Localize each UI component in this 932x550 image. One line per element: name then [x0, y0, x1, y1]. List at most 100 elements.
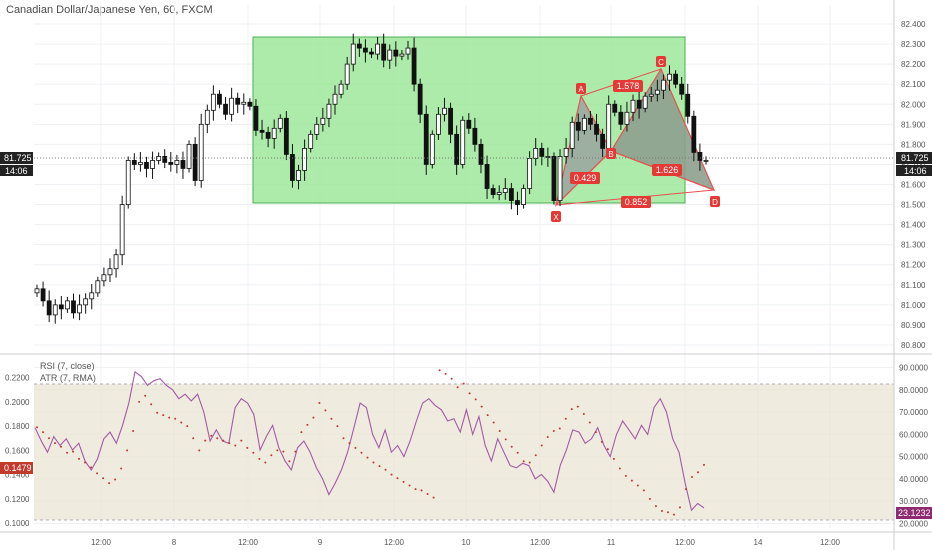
- atr-dot: [300, 431, 303, 434]
- candle-body: [442, 107, 447, 115]
- pattern-point-label: D: [712, 198, 718, 207]
- candle-body: [703, 160, 709, 162]
- candle-body: [107, 268, 113, 276]
- pattern-ratio-label: 1.626: [656, 165, 679, 175]
- atr-dot: [630, 479, 633, 482]
- candle-body: [478, 143, 484, 165]
- pattern-point-label: C: [658, 58, 664, 67]
- candle-body: [381, 43, 387, 61]
- candle-body: [119, 204, 125, 256]
- price-tick-label: 81.100: [901, 281, 926, 290]
- atr-dot: [204, 439, 207, 442]
- rsi-axis[interactable]: 90.0000 80.0000 70.0000 60.0000 50.0000 40.00…: [899, 363, 928, 528]
- atr-dot: [84, 461, 87, 464]
- time-tick-label: 12:00: [384, 538, 405, 547]
- candle-body: [180, 160, 186, 169]
- last-price-badge-right: 81.725 14:06: [896, 152, 932, 176]
- candle-body: [508, 188, 514, 201]
- time-tick-label: 8: [172, 538, 177, 547]
- rsi-tick-label: 30.0000: [899, 497, 928, 506]
- atr-dot: [180, 421, 183, 424]
- price-tick-label: 81.500: [901, 201, 926, 210]
- candle-body: [606, 103, 612, 149]
- atr-dot: [90, 466, 93, 469]
- candle-body: [387, 49, 393, 61]
- candle-body: [71, 300, 76, 314]
- candle-body: [594, 123, 599, 135]
- atr-dot: [438, 369, 441, 372]
- candle-body: [490, 188, 496, 195]
- atr-dot: [534, 454, 537, 457]
- atr-dot: [108, 482, 111, 485]
- time-tick-label: 12:00: [238, 538, 259, 547]
- atr-dot: [366, 456, 369, 459]
- candle-body: [52, 304, 58, 316]
- candle-body: [502, 188, 508, 193]
- price-gridlines: [34, 23, 894, 346]
- price-tick-label: 80.800: [901, 341, 926, 350]
- atr-axis[interactable]: 0.2200 0.2000 0.1800 0.1600 0.1400 0.1200 0.10…: [5, 374, 30, 529]
- candle-body: [588, 117, 593, 125]
- candle-body: [624, 111, 630, 125]
- atr-dot: [330, 417, 333, 420]
- time-tick-label: 9: [318, 538, 323, 547]
- candle-body: [429, 133, 435, 165]
- atr-dot: [486, 414, 489, 417]
- price-axis[interactable]: 82.400 82.300 82.200 82.100 82.000 81.900 81.8…: [901, 20, 926, 350]
- atr-tick-label: 0.1600: [5, 446, 30, 455]
- candle-body: [241, 101, 247, 105]
- atr-dot: [672, 513, 675, 516]
- atr-dot: [258, 457, 261, 460]
- candle-body: [186, 143, 192, 169]
- candle-body: [204, 109, 210, 125]
- candle-body: [113, 254, 119, 270]
- atr-dot: [72, 450, 75, 453]
- candle-body: [423, 113, 429, 165]
- time-axis[interactable]: 12:00 8 12:00 9 12:00 10 12:00 11 12:00 14 12:00: [91, 538, 841, 547]
- atr-dot: [648, 497, 651, 500]
- price-tick-label: 81.800: [901, 140, 926, 149]
- candle-body: [283, 117, 289, 155]
- atr-dot: [138, 400, 141, 403]
- atr-dot: [552, 429, 555, 432]
- candle-body: [521, 188, 526, 205]
- candle-body: [162, 156, 168, 163]
- candle-body: [375, 43, 380, 55]
- atr-dot: [120, 467, 123, 470]
- atr-dot: [264, 461, 267, 464]
- time-tick-label: 12:00: [820, 538, 841, 547]
- candle-body: [648, 93, 654, 97]
- pattern-point-badge: [710, 196, 720, 207]
- candle-body: [253, 105, 259, 131]
- candle-body: [472, 127, 478, 145]
- atr-dot: [642, 489, 645, 492]
- candle-body: [83, 298, 89, 306]
- candle-body: [533, 147, 539, 159]
- candle-body: [101, 274, 107, 282]
- atr-tick-label: 0.2000: [5, 398, 30, 407]
- candle-body: [302, 147, 308, 171]
- rsi-tick-label: 90.0000: [899, 363, 928, 372]
- atr-tick-label: 0.1800: [5, 422, 30, 431]
- pattern-ratio-badge: [621, 196, 651, 208]
- atr-dot: [66, 451, 69, 454]
- atr-dot: [372, 461, 375, 464]
- candle-body: [210, 93, 216, 111]
- atr-dot: [570, 408, 573, 411]
- atr-dot: [252, 451, 255, 454]
- atr-dot: [426, 493, 429, 496]
- atr-dot: [696, 471, 699, 474]
- pattern-ratio-badge: [652, 164, 682, 176]
- price-tick-label: 81.700: [901, 160, 926, 169]
- atr-dot: [522, 460, 525, 463]
- countdown-right: 14:06: [904, 166, 927, 176]
- rsi-tick-label: 70.0000: [899, 408, 928, 417]
- rsi-tick-label: 40.0000: [899, 475, 928, 484]
- atr-tick-label: 0.1200: [5, 495, 30, 504]
- pattern-labels: X A B C D 0.429 1.578 1.626 0.852: [551, 56, 720, 222]
- candle-body: [600, 133, 606, 149]
- atr-dot: [168, 416, 171, 419]
- atr-dot: [462, 382, 465, 385]
- atr-dots-group: [36, 369, 705, 516]
